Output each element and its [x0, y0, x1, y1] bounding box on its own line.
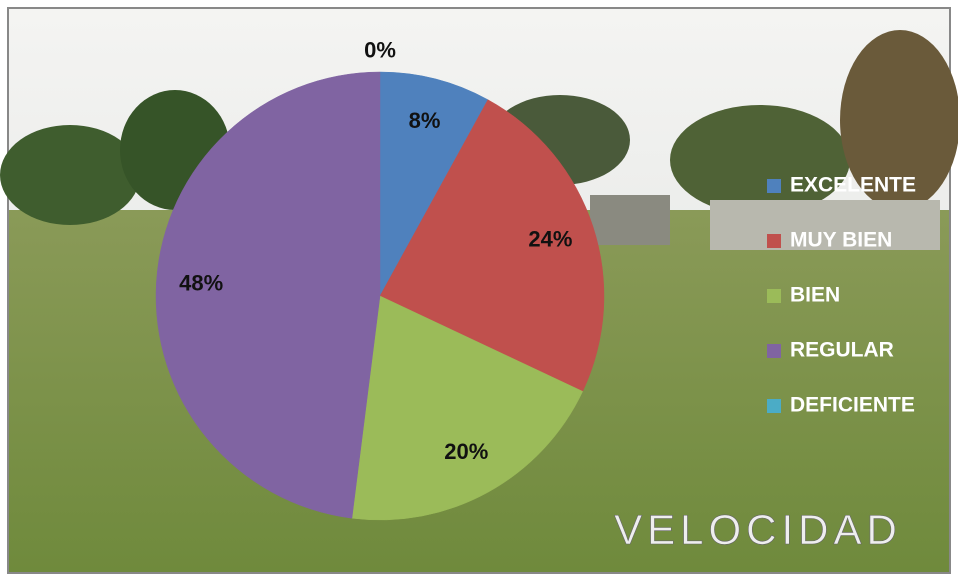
legend-swatch — [767, 344, 781, 358]
legend-swatch — [767, 179, 781, 193]
value-label: 20% — [444, 439, 488, 464]
value-label: 24% — [528, 226, 572, 251]
legend-swatch — [767, 289, 781, 303]
legend-label: DEFICIENTE — [790, 394, 915, 417]
chart: 8% 24% 20% 48% 0% EXCELENTE MUY BIEN BIEN REGULA… — [0, 0, 958, 581]
legend-label: EXCELENTE — [790, 174, 916, 197]
chart-title: VELOCIDAD — [614, 506, 902, 553]
legend-label: REGULAR — [790, 339, 894, 362]
legend-label: MUY BIEN — [790, 229, 892, 252]
value-label: 48% — [179, 271, 223, 296]
legend-label: BIEN — [790, 284, 840, 307]
value-label: 8% — [409, 108, 441, 133]
legend-swatch — [767, 399, 781, 413]
legend-swatch — [767, 234, 781, 248]
value-label: 0% — [364, 38, 396, 63]
